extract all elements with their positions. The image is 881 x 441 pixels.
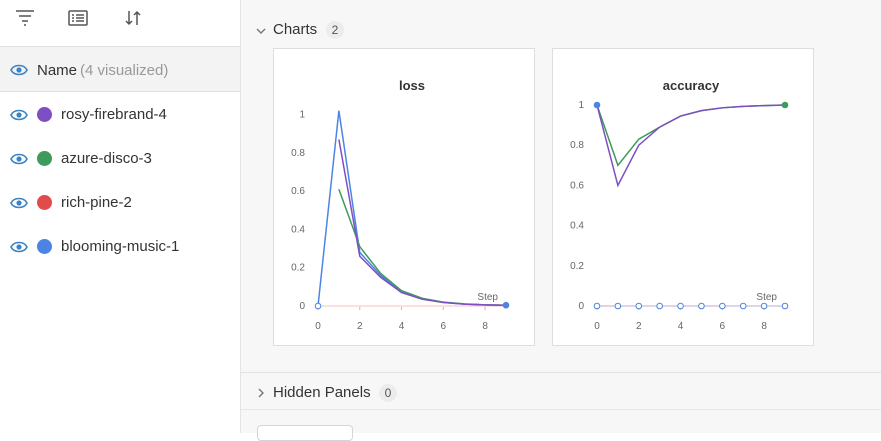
run-color-dot[interactable] <box>37 107 52 122</box>
data-point-marker <box>719 302 726 310</box>
accuracy-chart: accuracy 0 0.2 0.4 0.6 0.8 1 0 2 4 6 8 Step <box>570 78 789 332</box>
run-name[interactable]: blooming-music-1 <box>61 238 180 255</box>
y-tick-label: 0.2 <box>570 261 584 272</box>
run-row[interactable]: rich-pine-2 <box>0 181 240 225</box>
hidden-panels-count-badge: 0 <box>379 384 397 402</box>
visibility-eye-icon[interactable] <box>10 152 28 166</box>
charts-count-badge: 2 <box>326 21 344 39</box>
y-tick-label: 0.6 <box>570 180 584 191</box>
x-tick-label: 0 <box>315 321 321 332</box>
add-panel-button[interactable] <box>257 425 353 441</box>
runs-name-header[interactable]: Name (4 visualized) <box>0 47 240 92</box>
filter-icon[interactable] <box>13 6 37 30</box>
data-point-marker <box>781 302 789 310</box>
accuracy-chart-panel[interactable]: accuracy 0 0.2 0.4 0.6 0.8 1 0 2 4 6 8 Step <box>552 48 814 346</box>
workspace-main: Charts 2 loss 0 0.2 0.4 0.6 0.8 1 0 2 4 6 8 Step acc… <box>241 0 881 441</box>
run-row[interactable]: azure-disco-3 <box>0 137 240 181</box>
x-axis-label: Step <box>756 292 777 303</box>
y-tick-label: 0 <box>578 301 584 312</box>
run-name[interactable]: azure-disco-3 <box>61 150 152 167</box>
x-tick-label: 2 <box>357 321 363 332</box>
x-tick-label: 2 <box>636 321 642 332</box>
x-tick-label: 8 <box>761 321 767 332</box>
data-point-marker <box>314 302 322 310</box>
visualized-count: (4 visualized) <box>80 62 169 79</box>
y-tick-label: 0.8 <box>570 140 584 151</box>
data-point-marker <box>614 302 622 310</box>
section-divider <box>241 409 881 410</box>
series-line-rosy-firebrand-4 <box>596 104 786 188</box>
series-line-rosy-firebrand-4 <box>338 139 507 306</box>
data-point-marker <box>502 301 510 309</box>
y-tick-label: 0.4 <box>291 224 305 235</box>
y-tick-label: 0.8 <box>291 148 305 159</box>
data-point-marker <box>781 101 789 109</box>
data-point-marker <box>593 101 601 109</box>
data-point-marker <box>677 302 684 310</box>
y-tick-label: 1 <box>578 100 584 111</box>
data-point-marker <box>593 302 601 310</box>
run-color-dot[interactable] <box>37 239 52 254</box>
runs-sidebar: Name (4 visualized) rosy-firebrand-4 azu… <box>0 0 241 433</box>
y-tick-label: 0.4 <box>570 221 584 232</box>
x-tick-label: 4 <box>399 321 405 332</box>
sidebar-toolbar <box>0 0 240 47</box>
chart-title: loss <box>399 78 425 93</box>
visibility-eye-icon[interactable] <box>10 240 28 254</box>
visibility-eye-icon[interactable] <box>10 108 28 122</box>
chevron-down-icon[interactable] <box>255 24 267 36</box>
run-row[interactable]: blooming-music-1 <box>0 225 240 269</box>
sort-icon[interactable] <box>121 6 145 30</box>
chart-title: accuracy <box>663 78 720 93</box>
data-point-marker <box>635 302 643 310</box>
x-tick-label: 0 <box>594 321 600 332</box>
chevron-right-icon[interactable] <box>255 386 267 398</box>
visibility-eye-icon[interactable] <box>10 196 28 210</box>
y-tick-label: 1 <box>299 110 305 121</box>
run-color-dot[interactable] <box>37 195 52 210</box>
y-tick-label: 0 <box>299 301 305 312</box>
run-row[interactable]: rosy-firebrand-4 <box>0 93 240 137</box>
x-tick-label: 4 <box>678 321 684 332</box>
series-line-azure-disco-3 <box>338 188 507 306</box>
x-tick-label: 8 <box>482 321 488 332</box>
loss-chart: loss 0 0.2 0.4 0.6 0.8 1 0 2 4 6 8 Step <box>291 78 510 332</box>
table-columns-icon[interactable] <box>66 6 90 30</box>
data-point-marker <box>698 302 705 310</box>
x-axis-label: Step <box>477 292 498 303</box>
charts-section-title[interactable]: Charts <box>273 21 318 38</box>
section-divider <box>241 372 881 373</box>
x-tick-label: 6 <box>720 321 726 332</box>
y-tick-label: 0.6 <box>291 186 305 197</box>
y-tick-label: 0.2 <box>291 263 305 274</box>
x-tick-label: 6 <box>441 321 447 332</box>
loss-chart-panel[interactable]: loss 0 0.2 0.4 0.6 0.8 1 0 2 4 6 8 Step <box>273 48 535 346</box>
data-point-marker <box>739 302 747 310</box>
run-name[interactable]: rich-pine-2 <box>61 194 132 211</box>
data-point-marker <box>760 302 768 310</box>
data-point-marker <box>656 302 663 310</box>
run-color-dot[interactable] <box>37 151 52 166</box>
run-name[interactable]: rosy-firebrand-4 <box>61 106 167 123</box>
name-column-label: Name <box>37 62 78 79</box>
hidden-panels-section-title[interactable]: Hidden Panels <box>273 384 371 401</box>
visibility-eye-icon[interactable] <box>10 63 28 77</box>
